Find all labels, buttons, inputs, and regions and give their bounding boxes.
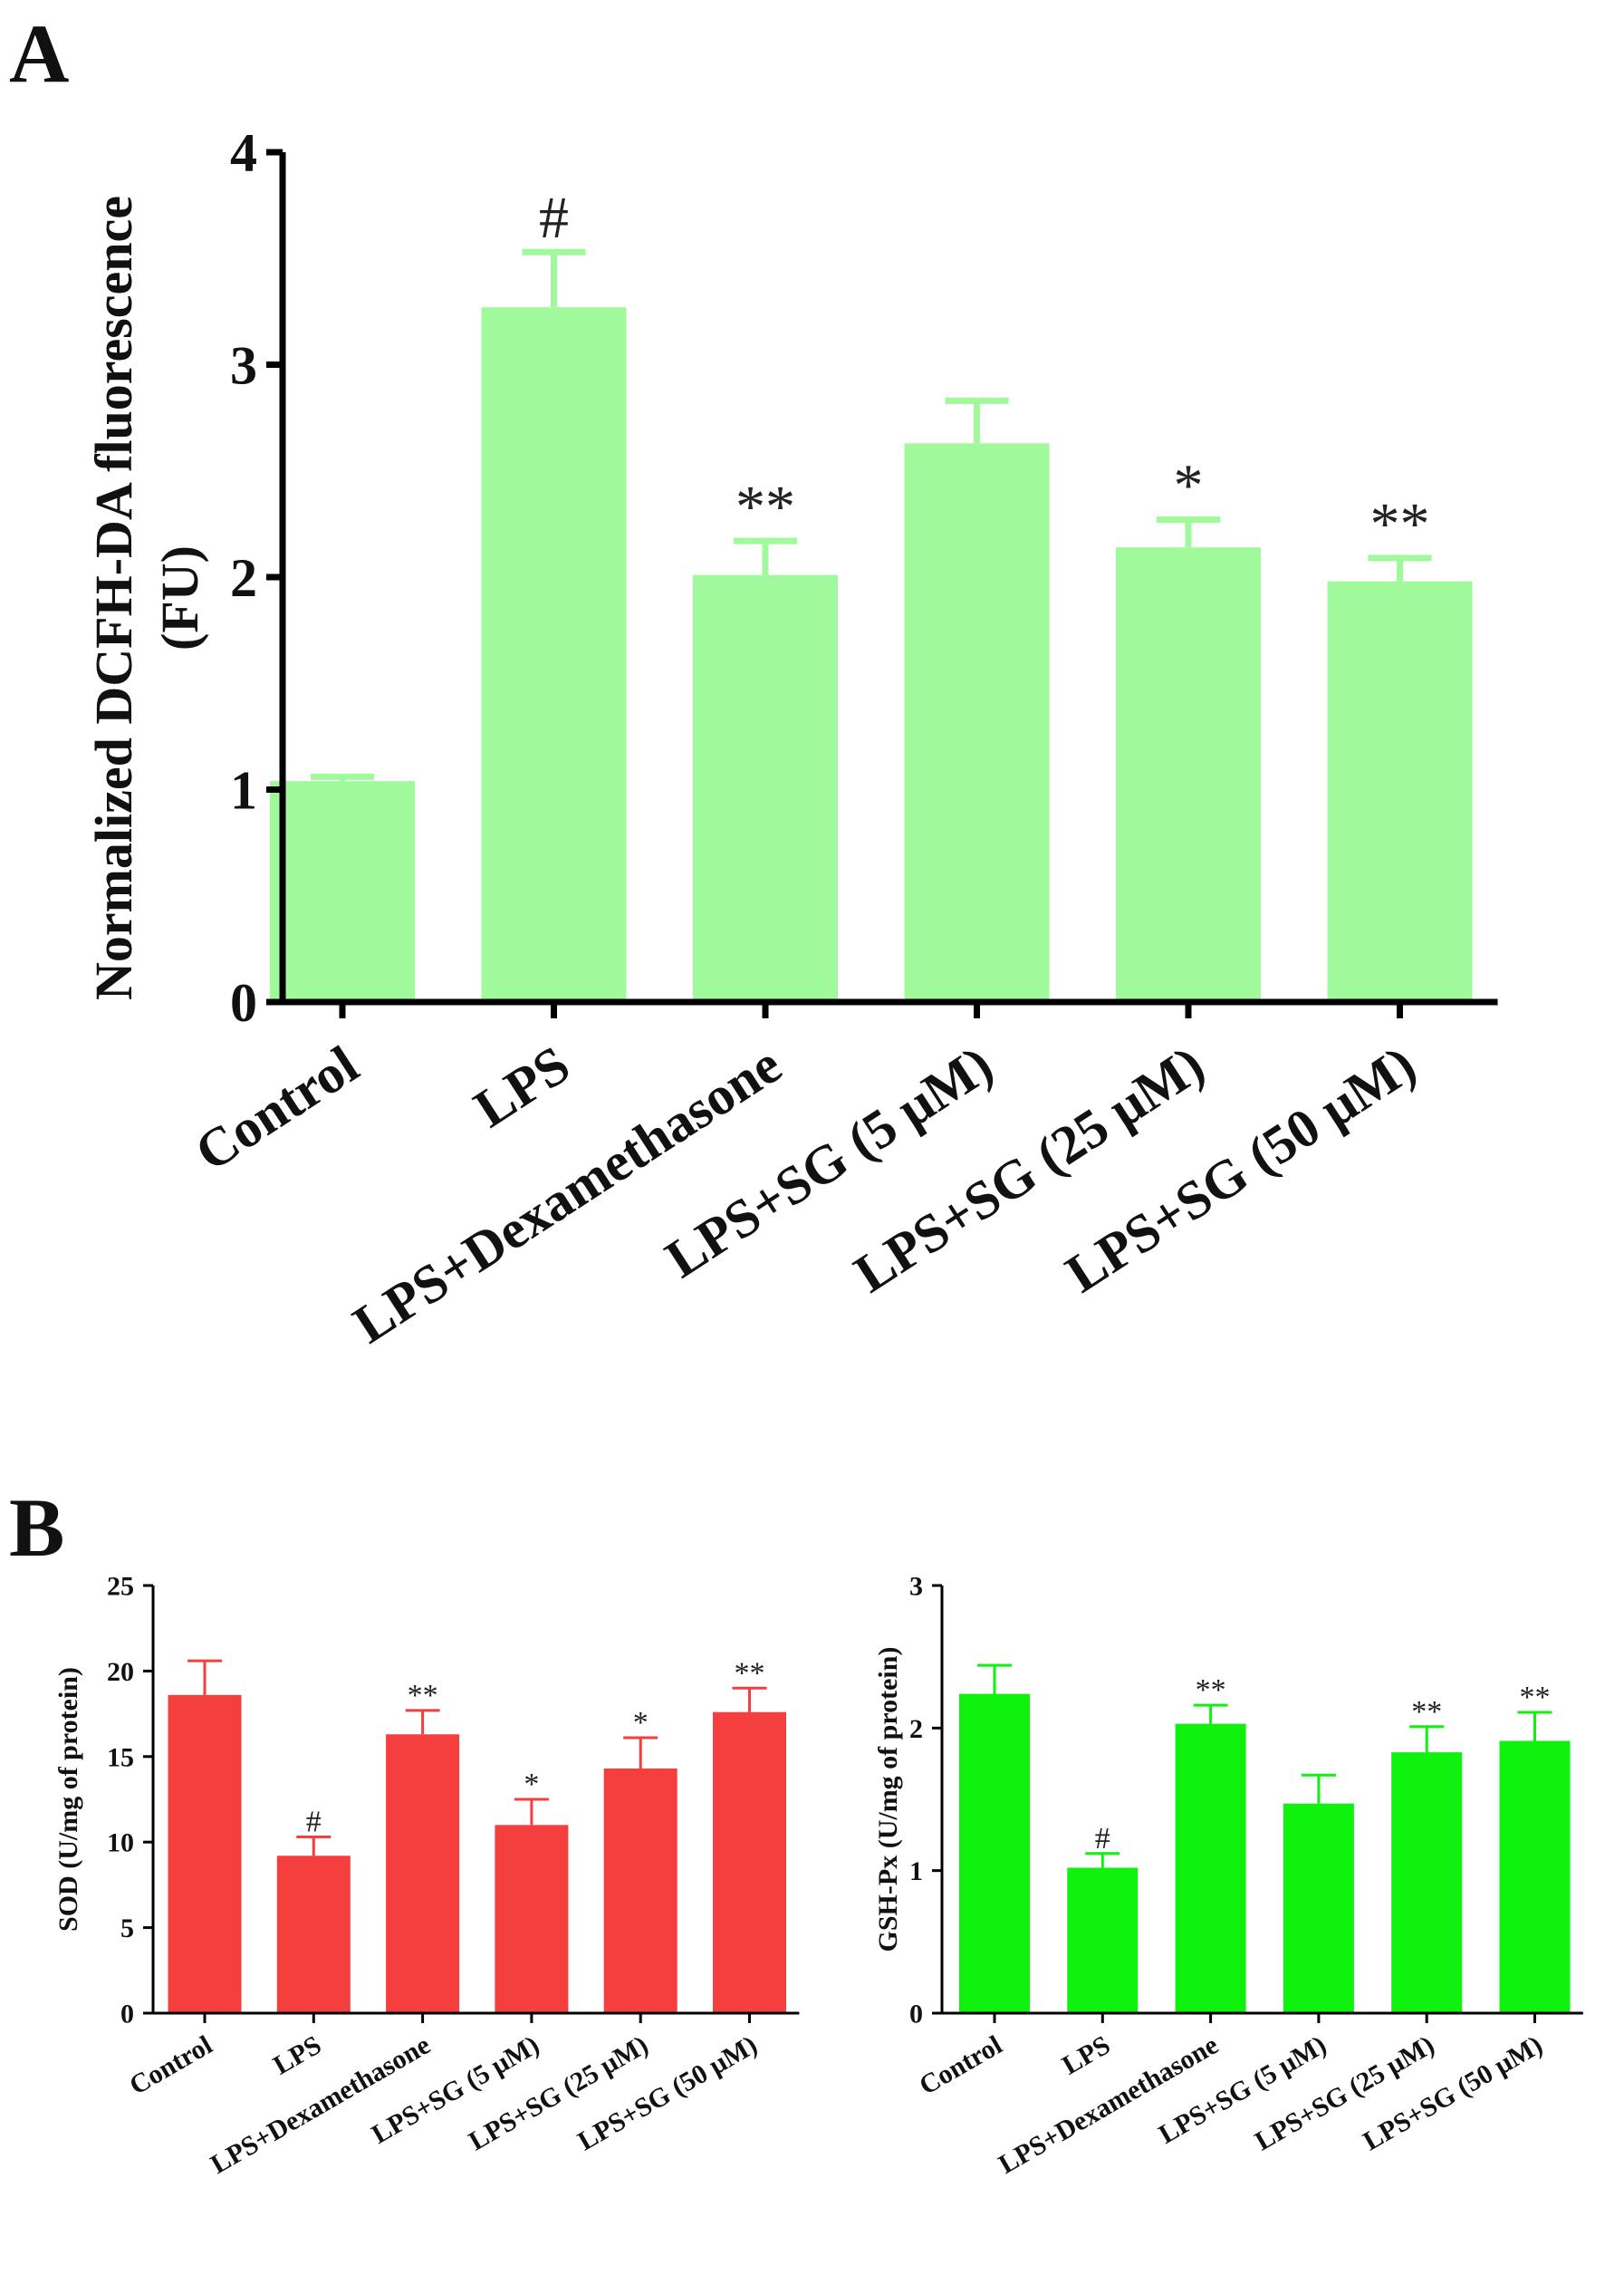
bar-sod-2 <box>386 1734 460 2013</box>
annotation-sod-3: * <box>524 1768 539 1801</box>
y-tick-label-gsh-3: 3 <box>909 1572 923 1602</box>
bar-sod-4 <box>603 1769 677 2013</box>
bar-sod-1 <box>276 1855 351 2013</box>
category-label-a-5: LPS+SG (50 μM) <box>1055 1035 1426 1305</box>
category-label-sod-5: LPS+SG (50 μM) <box>572 2029 762 2156</box>
chart-a-bars <box>270 307 1473 1002</box>
chart-gsh-ylabel: GSH-Px (U/mg of protein) <box>873 1647 903 1952</box>
chart-gsh-axes <box>932 1584 1583 2023</box>
category-label-gsh-0: Control <box>914 2029 1007 2100</box>
annotation-sod-1: # <box>306 1806 322 1839</box>
chart-sod-axes <box>143 1584 800 2023</box>
category-label-gsh-1: LPS <box>1057 2029 1115 2080</box>
y-axis-label-sod-0: SOD (U/mg of protein) <box>53 1667 83 1932</box>
category-label-gsh-4: LPS+SG (25 μM) <box>1250 2029 1439 2156</box>
category-label-sod-0: Control <box>124 2029 217 2100</box>
annotation-sod-5: ** <box>735 1656 765 1690</box>
y-tick-label-sod-0: 0 <box>120 2000 134 2029</box>
chart-a-error-bars <box>311 248 1432 782</box>
annotation-sod-4: * <box>633 1706 649 1740</box>
annotation-sod-2: ** <box>408 1679 438 1712</box>
annotation-a-1: # <box>539 185 569 251</box>
category-label-a-4: LPS+SG (25 μM) <box>844 1035 1215 1305</box>
annotation-a-5: ** <box>1370 491 1430 557</box>
annotation-a-2: ** <box>735 474 795 540</box>
chart-sod-tick-labels: 0 5 10 15 20 25 <box>107 1572 134 2029</box>
bar-a-2 <box>693 574 838 1002</box>
chart-a-annotations: #** *** <box>539 185 1430 557</box>
annotation-gsh-1: # <box>1095 1822 1110 1855</box>
bar-a-3 <box>904 443 1050 1002</box>
category-label-sod-1: LPS <box>268 2029 326 2080</box>
panel-label-a: A <box>9 7 69 100</box>
chart-sod-ylabel: SOD (U/mg of protein) <box>53 1667 83 1932</box>
y-axis-label-a-0: Normalized DCFH-DA fluorescence <box>84 196 143 1000</box>
chart-sod-bars <box>168 1694 786 2013</box>
y-tick-label-sod-5: 25 <box>107 1572 134 1602</box>
bar-a-0 <box>270 781 415 1002</box>
bar-gsh-3 <box>1283 1803 1354 2013</box>
annotation-a-4: * <box>1174 453 1204 519</box>
bar-gsh-2 <box>1175 1723 1246 2013</box>
bar-a-5 <box>1327 581 1473 1002</box>
y-tick-label-a-0: 0 <box>230 973 257 1033</box>
chart-a-tick-labels: 0 1 2 3 4 <box>230 123 257 1033</box>
chart-gsh-bars <box>959 1693 1571 2013</box>
bar-sod-5 <box>713 1711 786 2013</box>
y-axis-label-a-1: (FU) <box>150 545 209 651</box>
chart-gsh-annotations: # ** ** ** <box>1095 1673 1551 1855</box>
category-label-a-1: LPS <box>464 1035 580 1139</box>
bar-gsh-0 <box>959 1693 1030 2013</box>
panel-label-b: B <box>9 1481 64 1574</box>
y-tick-label-gsh-0: 0 <box>909 2000 923 2029</box>
y-tick-label-gsh-2: 2 <box>909 1714 923 1744</box>
chart-a-axes <box>266 149 1498 1018</box>
y-tick-label-a-2: 2 <box>230 548 257 608</box>
chart-a-ylabel: Normalized DCFH-DA fluorescence (FU) <box>84 196 209 1000</box>
category-label-sod-4: LPS+SG (25 μM) <box>464 2029 653 2156</box>
y-tick-label-sod-3: 15 <box>107 1742 134 1772</box>
bar-a-1 <box>481 307 627 1002</box>
bar-a-4 <box>1116 547 1261 1002</box>
bar-gsh-1 <box>1067 1867 1139 2013</box>
category-label-gsh-5: LPS+SG (50 μM) <box>1358 2029 1547 2156</box>
annotation-gsh-4: ** <box>1411 1695 1442 1729</box>
chart-gsh-error-bars <box>977 1663 1552 1868</box>
category-label-a-0: Control <box>185 1035 369 1183</box>
bar-sod-3 <box>495 1825 569 2013</box>
y-axis-label-gsh-0: GSH-Px (U/mg of protein) <box>873 1647 903 1952</box>
y-tick-label-sod-4: 20 <box>107 1657 134 1687</box>
y-tick-label-sod-1: 5 <box>120 1913 134 1943</box>
y-tick-label-a-4: 4 <box>230 123 257 183</box>
annotation-gsh-2: ** <box>1196 1673 1226 1707</box>
bar-gsh-5 <box>1499 1740 1571 2013</box>
annotation-gsh-5: ** <box>1520 1681 1551 1714</box>
y-tick-label-sod-2: 10 <box>107 1828 134 1858</box>
y-tick-label-a-1: 1 <box>230 761 257 821</box>
y-tick-label-a-3: 3 <box>230 336 257 396</box>
chart-gsh-tick-labels: 0 1 2 3 <box>909 1572 923 2029</box>
chart-sod-error-bars <box>187 1659 767 1856</box>
bar-sod-0 <box>168 1694 242 2013</box>
y-tick-label-gsh-1: 1 <box>909 1856 923 1886</box>
bar-gsh-4 <box>1391 1752 1463 2013</box>
chart-sod-annotations: #****** <box>306 1656 765 1838</box>
